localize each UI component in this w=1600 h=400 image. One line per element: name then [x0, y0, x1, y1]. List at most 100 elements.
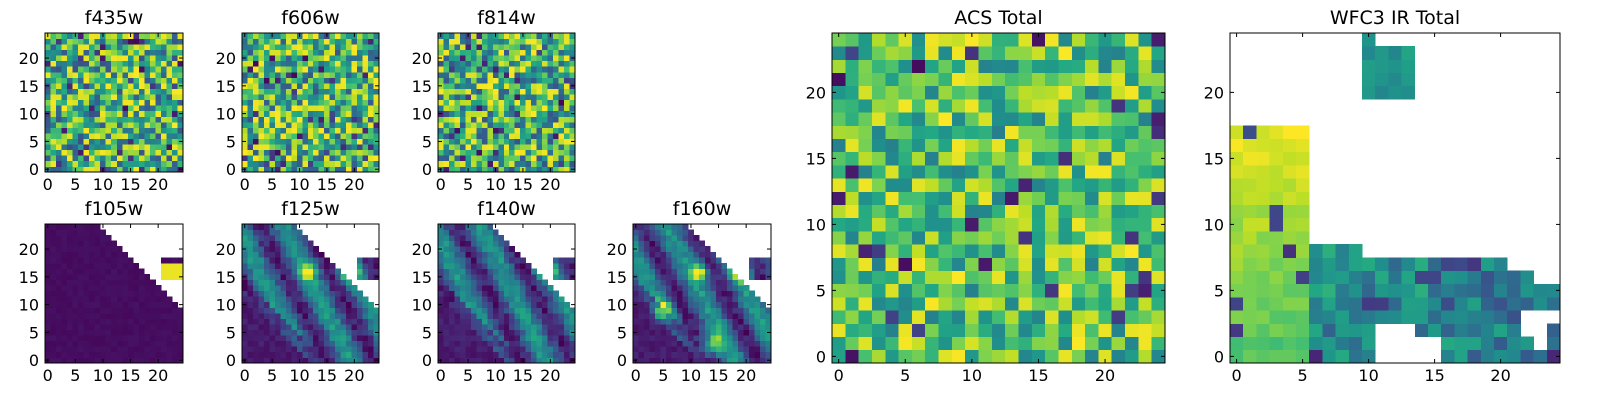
heatmap-cell: [438, 149, 444, 156]
heatmap-cell: [476, 44, 483, 51]
heatmap-cell: [72, 83, 79, 89]
heatmap-cell: [871, 217, 886, 232]
heatmap-cell: [693, 246, 700, 253]
heatmap-cell: [448, 105, 455, 112]
heatmap-cell: [459, 257, 466, 264]
heatmap-cell: [160, 318, 167, 325]
heatmap-cell: [307, 110, 314, 117]
heatmap-cell: [503, 94, 510, 101]
heatmap-cell: [280, 296, 287, 303]
heatmap-cell: [649, 312, 656, 319]
heatmap-cell: [514, 127, 521, 134]
heatmap-cell: [144, 274, 151, 280]
heatmap-cell: [520, 121, 527, 128]
heatmap-cell: [898, 283, 913, 298]
heatmap-cell: [470, 116, 477, 123]
heatmap-cell: [721, 312, 728, 319]
heatmap-cell: [144, 166, 151, 173]
heatmap-cell: [285, 224, 292, 230]
heatmap-cell: [94, 274, 101, 280]
heatmap-cell: [78, 77, 84, 84]
heatmap-cell: [487, 60, 494, 67]
heatmap-cell: [362, 351, 369, 358]
heatmap-cell: [514, 33, 521, 39]
heatmap-cell: [144, 290, 151, 297]
heatmap-cell: [487, 55, 494, 62]
heatmap-cell: [357, 340, 363, 347]
heatmap-cell: [313, 160, 320, 167]
heatmap-cell: [721, 307, 728, 314]
heatmap-cell: [247, 83, 254, 89]
heatmap-cell: [476, 257, 483, 264]
heatmap-cell: [492, 246, 499, 253]
heatmap-cell: [155, 133, 162, 139]
heatmap-cell: [487, 251, 494, 258]
heatmap-cell: [258, 133, 265, 139]
heatmap-cell: [127, 110, 134, 117]
heatmap-cell: [318, 166, 325, 173]
heatmap-cell: [871, 204, 886, 219]
heatmap-cell: [302, 262, 309, 269]
heatmap-cell: [177, 88, 184, 95]
heatmap-cell: [133, 55, 140, 62]
heatmap-cell: [710, 357, 717, 364]
heatmap-cell: [324, 116, 331, 123]
heatmap-cell: [1058, 217, 1073, 232]
heatmap-cell: [105, 88, 112, 95]
heatmap-cell: [351, 94, 358, 101]
heatmap-cell: [666, 257, 672, 264]
heatmap-cell: [991, 178, 1006, 192]
heatmap-cell: [274, 224, 281, 230]
heatmap-cell: [553, 99, 559, 106]
heatmap-cell: [307, 160, 314, 167]
heatmap-cell: [671, 329, 678, 336]
heatmap-cell: [263, 77, 270, 84]
heatmap-cell: [649, 340, 656, 347]
heatmap-cell: [845, 59, 859, 73]
heatmap-cell: [558, 262, 565, 269]
heatmap-cell: [67, 318, 73, 325]
heatmap-cell: [94, 88, 101, 95]
heatmap-cell: [335, 274, 341, 280]
heatmap-cell: [536, 357, 543, 364]
heatmap-cell: [94, 133, 101, 139]
heatmap-cell: [509, 285, 516, 292]
heatmap-cell: [269, 116, 276, 123]
heatmap-cell: [542, 312, 548, 319]
heatmap-cell: [346, 99, 352, 106]
heatmap-cell: [465, 44, 472, 51]
heatmap-cell: [569, 105, 576, 112]
heatmap-cell: [520, 88, 527, 95]
x-tick-label: 10: [681, 366, 701, 385]
heatmap-cell: [459, 301, 466, 308]
heatmap-cell: [296, 60, 303, 67]
heatmap-cell: [978, 231, 993, 245]
heatmap-cell: [324, 307, 331, 314]
heatmap-cell: [443, 88, 450, 95]
heatmap-cell: [487, 229, 494, 236]
heatmap-cell: [547, 290, 554, 297]
heatmap-cell: [351, 133, 358, 139]
heatmap-cell: [133, 60, 140, 67]
heatmap-cell: [509, 99, 516, 106]
heatmap-cell: [78, 285, 84, 292]
heatmap-cell: [83, 240, 90, 247]
heatmap-cell: [67, 149, 73, 156]
heatmap-cell: [531, 357, 537, 364]
heatmap-cell: [1098, 112, 1113, 126]
heatmap-cell: [448, 246, 455, 253]
heatmap-cell: [542, 144, 548, 151]
heatmap-cell: [459, 285, 466, 292]
heatmap-cell: [470, 77, 477, 84]
heatmap-cell: [83, 66, 90, 73]
heatmap-cell: [61, 138, 68, 145]
heatmap-cell: [443, 340, 450, 347]
x-tick-label: 5: [900, 366, 910, 385]
heatmap-cell: [871, 165, 886, 179]
heatmap-cell: [1005, 270, 1019, 285]
heatmap-cell: [564, 160, 570, 167]
heatmap-cell: [638, 340, 645, 347]
heatmap-cell: [160, 121, 167, 128]
heatmap-cell: [247, 324, 254, 330]
heatmap-cell: [459, 44, 466, 51]
